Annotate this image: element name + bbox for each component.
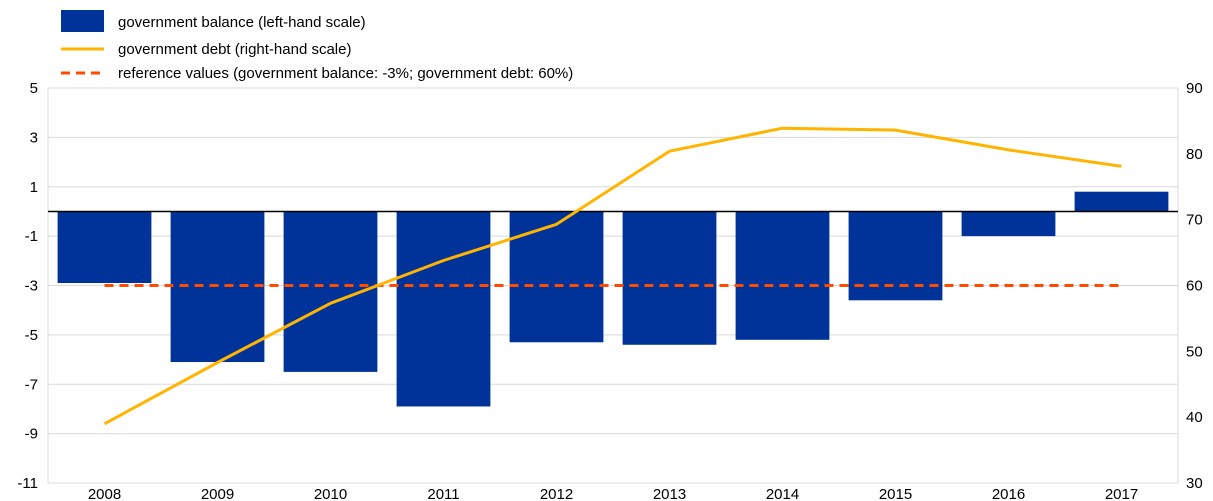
bar-2013 bbox=[622, 211, 717, 345]
x-tick-label: 2008 bbox=[88, 486, 121, 501]
right-tick-label: 40 bbox=[1186, 409, 1203, 426]
left-tick-label: 3 bbox=[30, 129, 38, 146]
bar-2016 bbox=[961, 211, 1056, 237]
left-tick-label: -3 bbox=[25, 278, 38, 295]
x-tick-label: 2013 bbox=[653, 486, 686, 501]
bar-2012 bbox=[509, 211, 604, 343]
x-tick-label: 2015 bbox=[879, 486, 912, 501]
left-tick-label: -7 bbox=[25, 376, 38, 393]
debt-line bbox=[103, 126, 1122, 426]
legend: government balance (left-hand scale) gove… bbox=[61, 10, 573, 82]
right-tick-label: 80 bbox=[1186, 146, 1203, 163]
right-tick-label: 70 bbox=[1186, 212, 1203, 229]
left-tick-label: -9 bbox=[25, 426, 38, 443]
left-tick-label: -5 bbox=[25, 327, 38, 344]
legend-label-debt: government debt (right-hand scale) bbox=[118, 41, 351, 58]
left-tick-label: 1 bbox=[30, 179, 38, 196]
axis-ticks: 5 3 1 -1 -3 -5 -7 -9 -11 90 80 70 60 50 40 30 2008 2009 20… bbox=[17, 80, 1202, 501]
right-tick-label: 50 bbox=[1186, 343, 1203, 360]
balance-bars bbox=[57, 191, 1169, 407]
debt-series-line bbox=[103, 126, 1122, 426]
legend-swatch-balance bbox=[61, 10, 104, 32]
x-tick-label: 2017 bbox=[1105, 486, 1138, 501]
right-tick-label: 60 bbox=[1186, 278, 1203, 295]
right-tick-label: 30 bbox=[1186, 475, 1203, 492]
bar-2014 bbox=[735, 211, 830, 340]
x-tick-label: 2014 bbox=[766, 486, 799, 501]
legend-label-reference: reference values (government balance: -3… bbox=[118, 65, 573, 82]
right-tick-label: 90 bbox=[1186, 80, 1203, 97]
x-tick-label: 2012 bbox=[540, 486, 573, 501]
x-tick-label: 2010 bbox=[314, 486, 347, 501]
x-tick-label: 2009 bbox=[201, 486, 234, 501]
x-tick-label: 2011 bbox=[427, 486, 459, 501]
left-tick-label: 5 bbox=[30, 80, 38, 97]
bar-2017 bbox=[1074, 191, 1169, 212]
left-tick-label: -1 bbox=[25, 228, 38, 245]
bar-2015 bbox=[848, 211, 943, 301]
bar-2011 bbox=[396, 211, 491, 407]
left-tick-label: -11 bbox=[17, 475, 38, 492]
legend-label-balance: government balance (left-hand scale) bbox=[118, 14, 366, 31]
bar-2008 bbox=[57, 211, 152, 284]
x-tick-label: 2016 bbox=[992, 486, 1025, 501]
